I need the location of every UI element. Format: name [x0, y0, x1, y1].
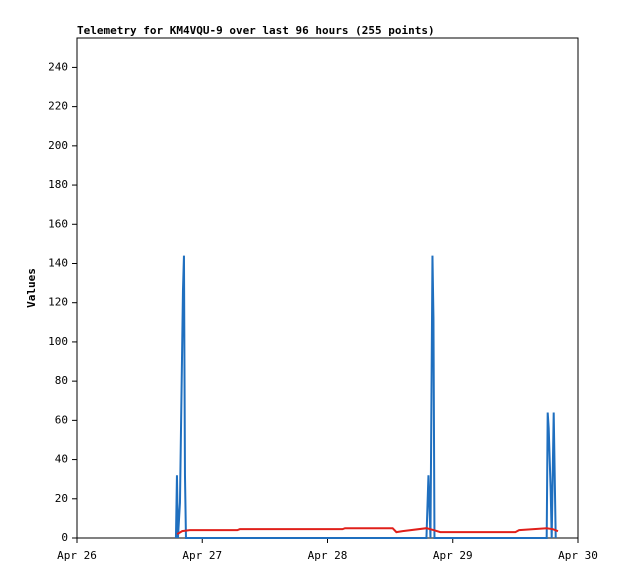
x-tick-label: Apr 26 [57, 549, 97, 562]
y-tick-label: 20 [55, 492, 68, 505]
y-tick-label: 240 [48, 60, 68, 73]
x-tick-label: Apr 28 [308, 549, 348, 562]
y-tick-label: 0 [61, 531, 68, 544]
y-tick-label: 80 [55, 374, 68, 387]
y-tick-label: 220 [48, 100, 68, 113]
data-line [176, 527, 559, 535]
x-tick-label: Apr 29 [433, 549, 473, 562]
y-tick-label: 140 [48, 256, 68, 269]
chart-title: Telemetry for KM4VQU-9 over last 96 hour… [77, 24, 435, 37]
y-tick-label: 160 [48, 217, 68, 230]
data-line [174, 255, 557, 539]
y-axis-label: Values [25, 268, 38, 308]
y-tick-label: 40 [55, 453, 68, 466]
x-tick-label: Apr 27 [182, 549, 222, 562]
y-tick-label: 120 [48, 296, 68, 309]
y-tick-label: 200 [48, 139, 68, 152]
y-tick-label: 180 [48, 178, 68, 191]
y-tick-label: 100 [48, 335, 68, 348]
x-tick-label: Apr 30 [558, 549, 598, 562]
y-tick-label: 60 [55, 413, 68, 426]
